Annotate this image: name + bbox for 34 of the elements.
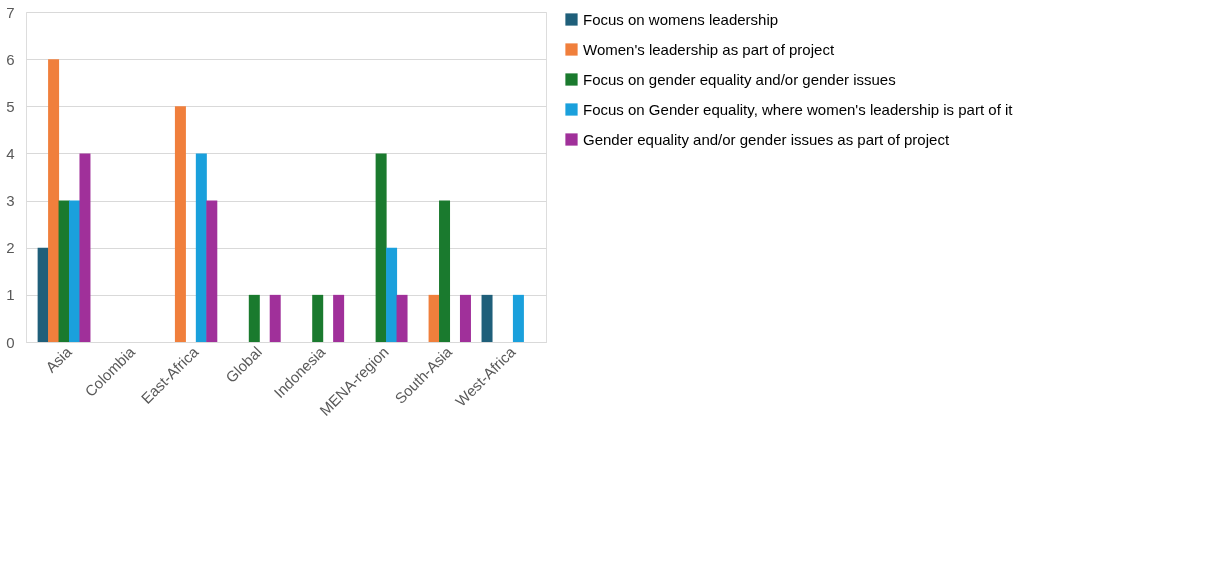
bar [206, 200, 218, 342]
y-tick-label: 2 [6, 239, 15, 257]
y-tick-label: 5 [6, 97, 15, 115]
y-tick-label: 1 [6, 286, 15, 304]
bar [79, 153, 91, 342]
y-tick-label: 6 [6, 50, 15, 68]
bar [269, 294, 281, 342]
bar [386, 247, 398, 342]
bar [428, 294, 440, 342]
y-tick-label: 0 [6, 333, 15, 351]
bar [58, 200, 70, 342]
legend-label: Focus on womens leadership [583, 10, 779, 28]
x-tick-label: Asia [42, 342, 76, 376]
y-tick-label: 3 [6, 192, 15, 210]
bar [174, 106, 186, 342]
bar [312, 294, 324, 342]
bar [333, 294, 345, 342]
bar [37, 247, 49, 342]
y-tick-label: 4 [6, 144, 15, 162]
bar [248, 294, 260, 342]
y-tick-label: 7 [6, 3, 15, 21]
bar [375, 153, 387, 342]
bar [396, 294, 408, 342]
bar [481, 294, 493, 342]
bar [459, 294, 471, 342]
legend-label: Focus on Gender equality, where women's leadership is part of it [583, 100, 1014, 118]
legend-label: Focus on gender equality and/or gender issues [583, 70, 896, 88]
bar [512, 294, 524, 342]
bar [195, 153, 207, 342]
bar [439, 200, 451, 342]
bar [48, 59, 60, 342]
legend-label: Women's leadership as part of project [583, 40, 835, 58]
legend-label: Gender equality and/or gender issues as part of project [583, 130, 950, 148]
bar [69, 200, 81, 342]
